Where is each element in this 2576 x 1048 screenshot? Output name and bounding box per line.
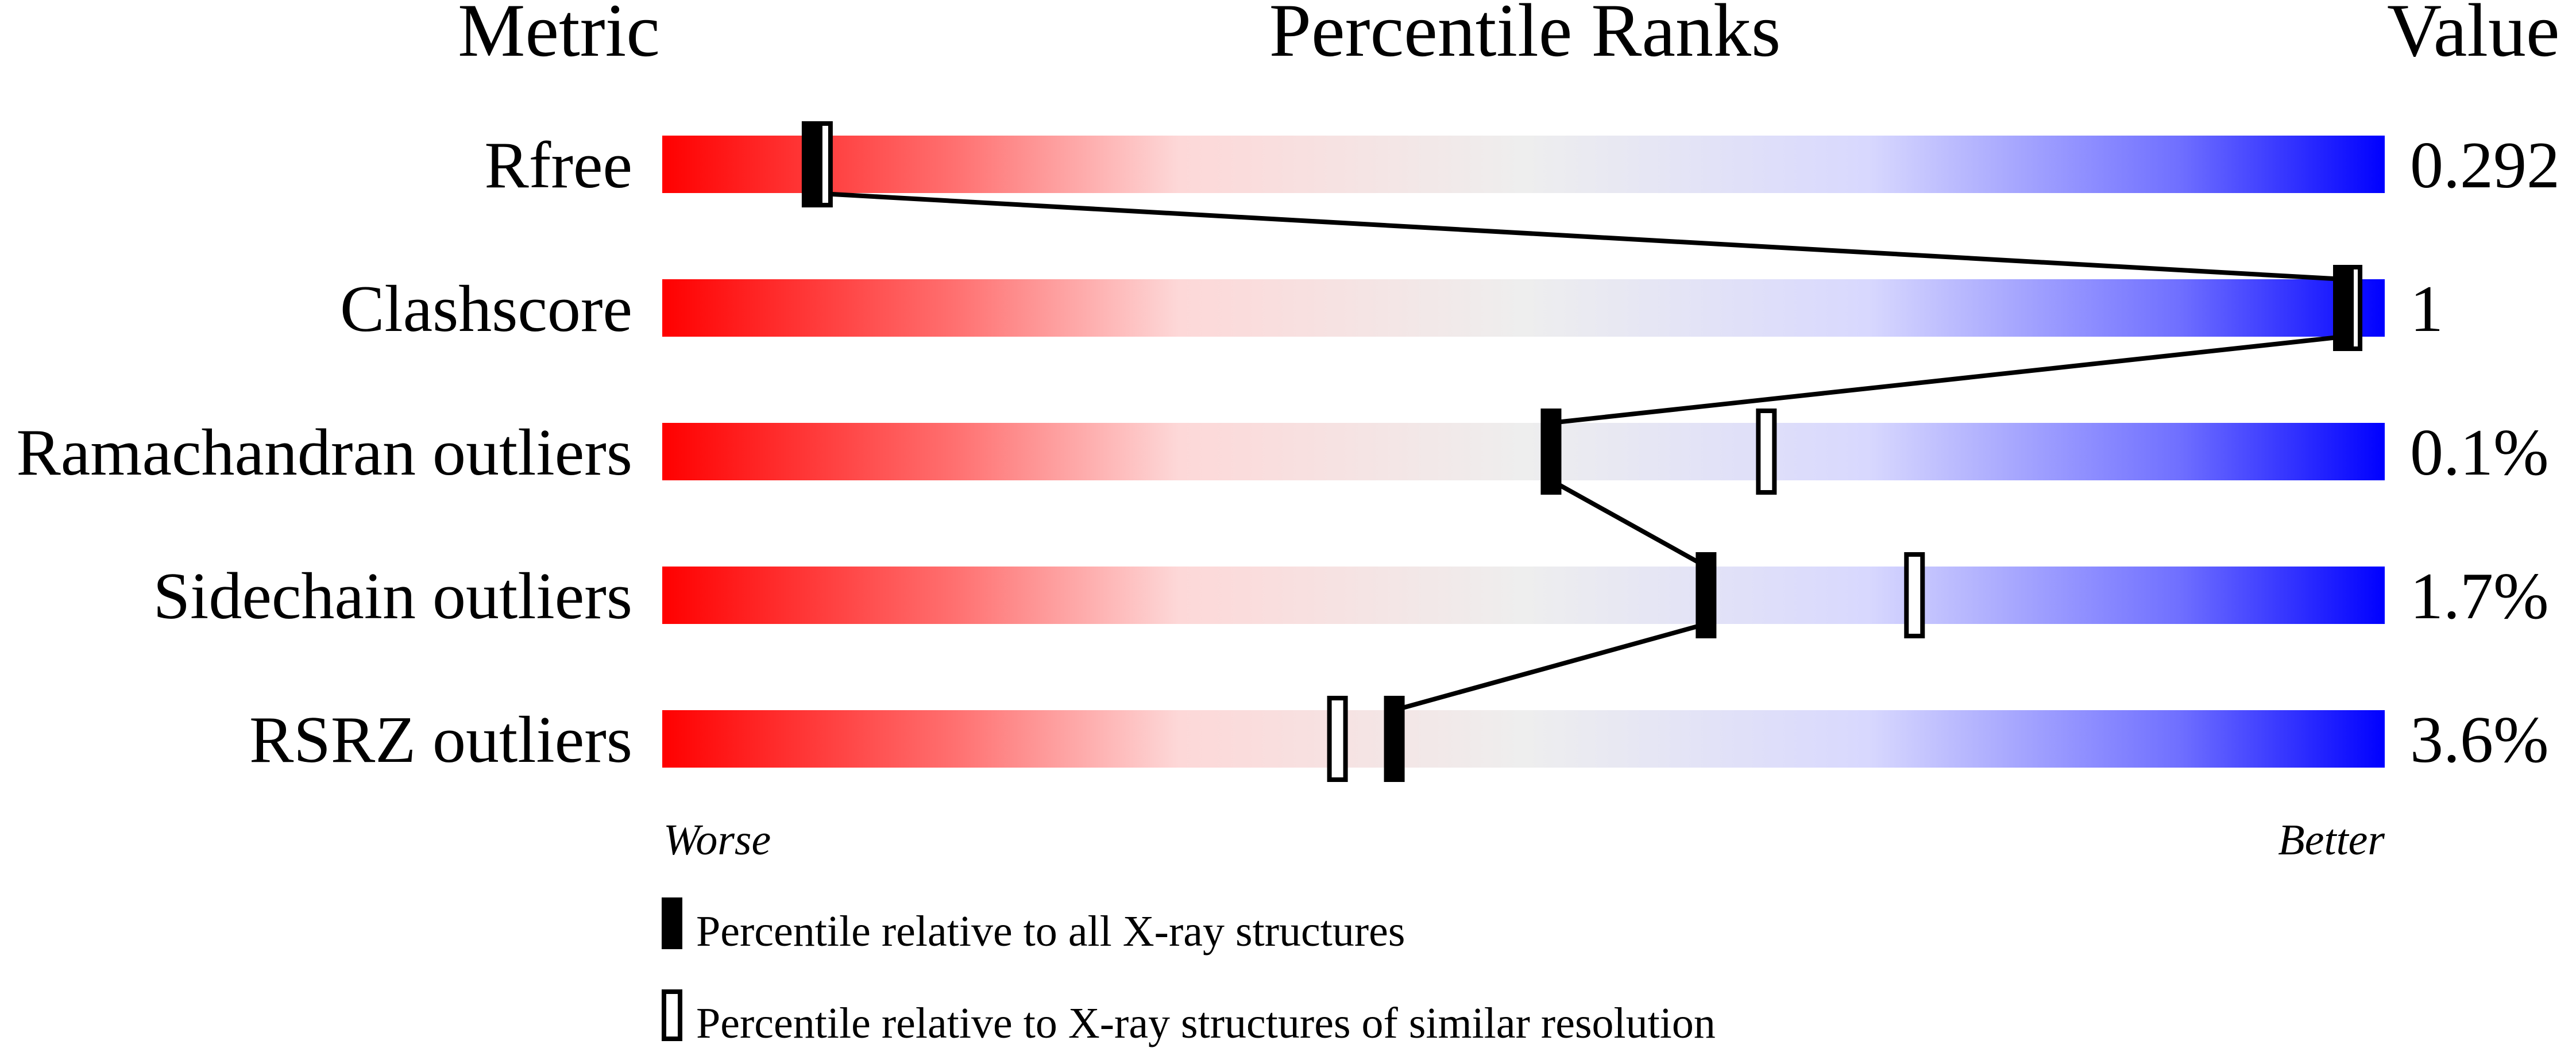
metric-label: Ramachandran outliers <box>16 416 632 490</box>
percentile-bar <box>662 136 2385 193</box>
legend-filled-marker-icon <box>662 897 682 949</box>
percentile-bar <box>662 279 2385 337</box>
connector-line <box>1550 478 1708 569</box>
metric-label: Clashscore <box>340 272 632 346</box>
all-structures-marker <box>1696 552 1717 638</box>
similar-resolution-marker <box>1327 696 1348 782</box>
percentile-bar <box>662 710 2385 768</box>
legend-label-similar: Percentile relative to X-ray structures … <box>696 999 1716 1047</box>
header-value: Value <box>2387 0 2560 72</box>
metric-value: 0.1% <box>2410 416 2549 490</box>
metric-value: 1 <box>2410 272 2443 346</box>
percentile-bar <box>662 423 2385 480</box>
better-label: Better <box>2278 816 2385 864</box>
legend-label-all: Percentile relative to all X-ray structu… <box>696 907 1405 955</box>
metric-label: Sidechain outliers <box>153 560 632 633</box>
header-metric: Metric <box>458 0 660 72</box>
all-structures-marker <box>1384 696 1405 782</box>
worse-label: Worse <box>663 816 771 864</box>
metric-value: 1.7% <box>2410 560 2549 633</box>
all-structures-marker <box>801 121 822 207</box>
percentile-bar <box>662 567 2385 624</box>
connector-line <box>812 191 2344 282</box>
metric-value: 3.6% <box>2410 703 2549 777</box>
header-percentile-ranks: Percentile Ranks <box>1269 0 1781 72</box>
connector-line <box>1551 334 2344 425</box>
metric-value: 0.292 <box>2410 129 2560 202</box>
all-structures-marker <box>1540 409 1562 495</box>
metric-label: RSRZ outliers <box>249 703 632 777</box>
metric-label: Rfree <box>484 129 632 202</box>
legend-open-marker-icon <box>662 989 682 1041</box>
similar-resolution-marker <box>1756 409 1777 495</box>
all-structures-marker <box>2333 265 2354 351</box>
connector-line <box>1393 622 1707 712</box>
similar-resolution-marker <box>1904 552 1925 638</box>
